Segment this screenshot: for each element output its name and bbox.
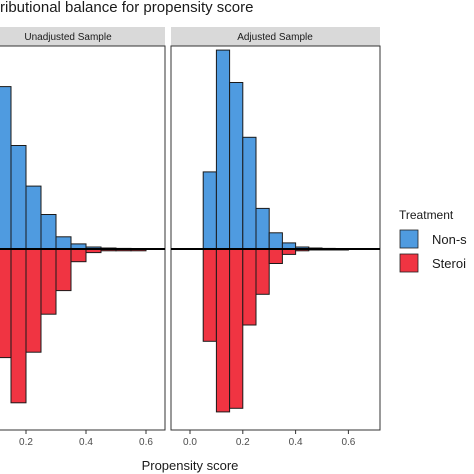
- bar-non-s-unadjusted-2: [0, 86, 12, 250]
- bar-non-s-adjusted-6: [268, 232, 283, 250]
- bar-steroi-adjusted-2: [215, 248, 231, 413]
- bar-non-s-adjusted-1: [202, 171, 217, 250]
- legend: Treatment Non-s Steroi: [399, 208, 467, 273]
- x-tick-label: 0.6: [139, 437, 153, 448]
- strip-adjusted-label: Adjusted Sample: [237, 32, 313, 43]
- bar-steroi-adjusted-5: [255, 248, 270, 295]
- bar-steroi-unadjusted-2: [0, 248, 12, 359]
- bar-steroi-unadjusted-6: [55, 248, 72, 292]
- panel-unadjusted: Unadjusted Sample 0.2 0.4 0.6: [0, 27, 166, 448]
- bar-non-s-unadjusted-5: [40, 214, 57, 250]
- bar-non-s-unadjusted-4: [25, 185, 42, 250]
- strip-unadjusted-label: Unadjusted Sample: [24, 32, 112, 43]
- panel-adjusted: Adjusted Sample 0.0 0.2 0.4 0.6: [170, 27, 381, 448]
- bar-non-s-adjusted-3: [229, 82, 244, 250]
- chart-title: ributional balance for propensity score: [0, 0, 253, 16]
- bar-steroi-unadjusted-7: [70, 248, 87, 263]
- bar-non-s-adjusted-5: [255, 207, 270, 250]
- legend-label-steroi: Steroi: [432, 256, 466, 271]
- bar-non-s-adjusted-4: [242, 136, 257, 250]
- bar-non-s-unadjusted-3: [10, 145, 27, 250]
- bar-steroi-adjusted-4: [242, 248, 257, 326]
- x-tick-label: 0.0: [183, 437, 197, 448]
- legend-swatch-non-s: [399, 229, 419, 249]
- x-tick-label: 0.4: [79, 437, 93, 448]
- x-tick-label: 0.2: [19, 437, 33, 448]
- panel-adjusted-bars: [202, 49, 349, 413]
- bar-steroi-adjusted-6: [268, 248, 283, 264]
- bar-steroi-unadjusted-3: [10, 248, 27, 404]
- x-tick-label: 0.2: [236, 437, 250, 448]
- bar-non-s-adjusted-2: [215, 49, 231, 250]
- bar-steroi-adjusted-3: [229, 248, 244, 409]
- bar-steroi-unadjusted-4: [25, 248, 42, 353]
- x-ticks-adjusted: 0.0 0.2 0.4 0.6: [183, 430, 356, 448]
- legend-label-non-s: Non-s: [432, 232, 467, 247]
- x-tick-label: 0.4: [289, 437, 303, 448]
- x-axis-title: Propensity score: [142, 458, 239, 473]
- legend-title: Treatment: [399, 208, 454, 222]
- x-ticks-unadjusted: 0.2 0.4 0.6: [19, 430, 153, 448]
- x-tick-label: 0.6: [341, 437, 355, 448]
- bar-steroi-adjusted-1: [202, 248, 217, 342]
- strip-unadjusted-bg: [0, 27, 165, 46]
- strip-adjusted-bg: [171, 27, 380, 46]
- bar-non-s-unadjusted-6: [55, 236, 72, 250]
- bar-steroi-unadjusted-5: [40, 248, 57, 315]
- legend-swatch-steroi: [399, 253, 419, 273]
